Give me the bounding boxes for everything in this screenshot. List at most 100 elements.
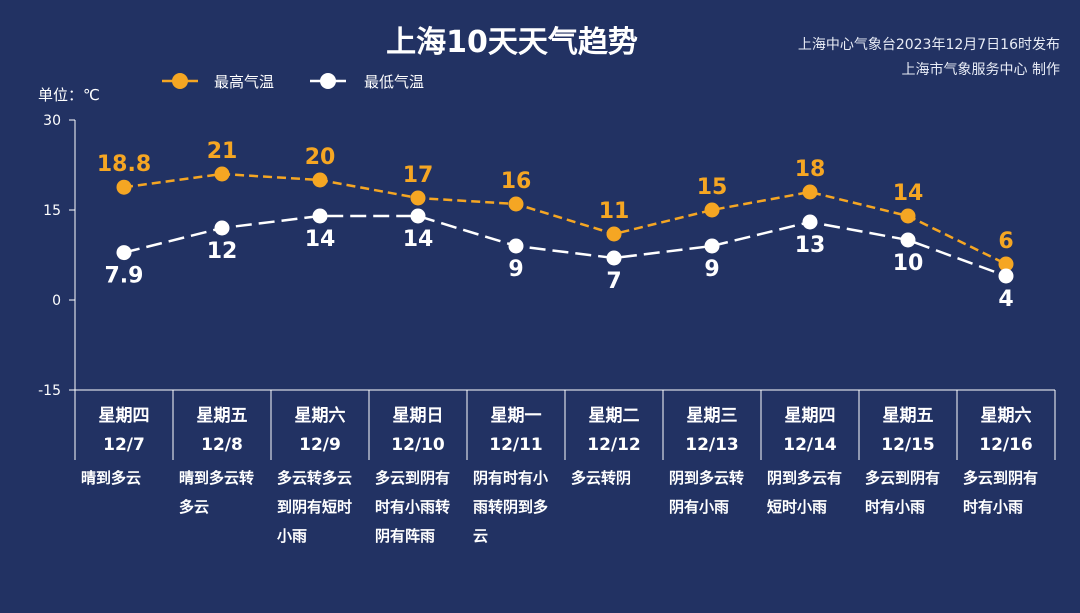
weather-description: 云 [473,527,488,545]
publisher-line-1: 上海中心气象台2023年12月7日16时发布 [798,37,1060,53]
weekday-label: 星期四 [99,406,150,426]
series-points: 18.8 21 20 17 16 11 15 18 14 6 7.9 12 14 14 9 7 9 13 10 4 [97,139,1014,312]
legend-low-marker [320,73,336,89]
series-lines [123,172,1007,278]
weather-description: 阴有阵雨 [375,527,435,545]
high-temp-label: 6 [998,229,1013,254]
high-temp-label: 18 [795,157,826,182]
weather-description: 到阴有短时 [277,498,352,516]
low-temp-line [123,214,1007,278]
legend-high-label: 最高气温 [214,73,274,91]
high-temp-label: 21 [207,139,238,164]
chart-title: 上海10天天气趋势 [386,25,638,60]
weather-description: 雨转阴到多 [473,498,548,516]
low-temp-point [410,208,426,224]
high-temp-point [116,179,132,195]
weekday-label: 星期六 [295,405,346,426]
date-label: 12/9 [299,435,341,455]
weather-description: 时有小雨转 [375,498,450,516]
weather-description: 多云到阴有 [865,469,940,487]
weather-description: 晴到多云转 [179,469,254,487]
date-label: 12/12 [587,435,641,455]
unit-label: 单位：℃ [38,86,100,104]
weekday-label: 星期二 [589,406,640,426]
low-temp-label: 10 [893,251,924,276]
high-temp-label: 18.8 [97,152,151,177]
weather-description: 阴有时有小 [473,469,548,487]
weather-description: 时有小雨 [865,498,925,516]
date-label: 12/10 [391,435,445,455]
date-label: 12/16 [979,435,1033,455]
low-temp-label: 12 [207,239,238,264]
low-temp-point [116,245,132,261]
weekday-label: 星期六 [981,405,1032,426]
weather-description: 晴到多云 [81,469,141,487]
low-temp-point [312,208,328,224]
low-temp-point [998,268,1014,284]
weekday-label: 星期一 [491,406,542,426]
high-temp-label: 14 [893,181,924,206]
weather-description: 多云 [179,498,209,516]
high-temp-label: 20 [305,145,336,170]
high-temp-point [900,208,916,224]
high-temp-point [802,184,818,200]
legend-high-marker [172,73,188,89]
high-temp-point [704,202,720,218]
high-temp-point [214,166,230,182]
low-temp-label: 14 [403,227,434,252]
date-label: 12/14 [783,435,837,455]
low-temp-point [214,220,230,236]
weekday-label: 星期四 [785,406,836,426]
legend: 最高气温 最低气温 [162,73,424,91]
weekday-label: 星期日 [393,406,444,426]
low-temp-label: 9 [704,257,719,282]
date-label: 12/11 [489,435,543,455]
low-temp-label: 14 [305,227,336,252]
date-label: 12/8 [201,435,243,455]
low-temp-label: 7.9 [105,264,144,289]
y-tick-label: 0 [52,293,61,309]
low-temp-point [508,238,524,254]
low-temp-point [900,232,916,248]
weather-description: 阴到多云转 [669,469,744,487]
low-temp-point [704,238,720,254]
low-temp-label: 7 [606,269,621,294]
high-temp-point [606,226,622,242]
weather-description: 小雨 [277,527,307,545]
date-label: 12/7 [103,435,145,455]
date-label: 12/15 [881,435,935,455]
high-temp-line [123,172,1007,266]
low-temp-label: 4 [998,287,1013,312]
weather-description: 阴到多云有 [767,469,842,487]
low-temp-point [802,214,818,230]
low-temp-point [606,250,622,266]
weather-description: 时有小雨 [963,498,1023,516]
weather-description: 多云到阴有 [963,469,1038,487]
high-temp-point [410,190,426,206]
y-ticks: 30 15 0 -15 [38,113,75,399]
weather-description: 多云转阴 [571,469,631,487]
weather-description: 多云转多云 [277,469,352,487]
high-temp-label: 11 [599,199,630,224]
high-temp-label: 15 [697,175,728,200]
weekday-label: 星期三 [687,406,738,426]
low-temp-label: 13 [795,233,826,258]
high-temp-point [998,256,1014,272]
y-tick-label: -15 [38,383,61,399]
high-temp-label: 16 [501,169,532,194]
y-tick-label: 15 [43,203,61,219]
weather-description: 阴有小雨 [669,498,729,516]
weekday-label: 星期五 [883,406,934,426]
date-label: 12/13 [685,435,739,455]
low-temp-label: 9 [508,257,523,282]
y-tick-label: 30 [43,113,61,129]
high-temp-point [508,196,524,212]
legend-low-label: 最低气温 [364,73,424,91]
high-temp-point [312,172,328,188]
publisher-line-2: 上海市气象服务中心 制作 [902,61,1060,78]
weekday-label: 星期五 [197,406,248,426]
high-temp-label: 17 [403,163,434,188]
weather-description: 多云到阴有 [375,469,450,487]
